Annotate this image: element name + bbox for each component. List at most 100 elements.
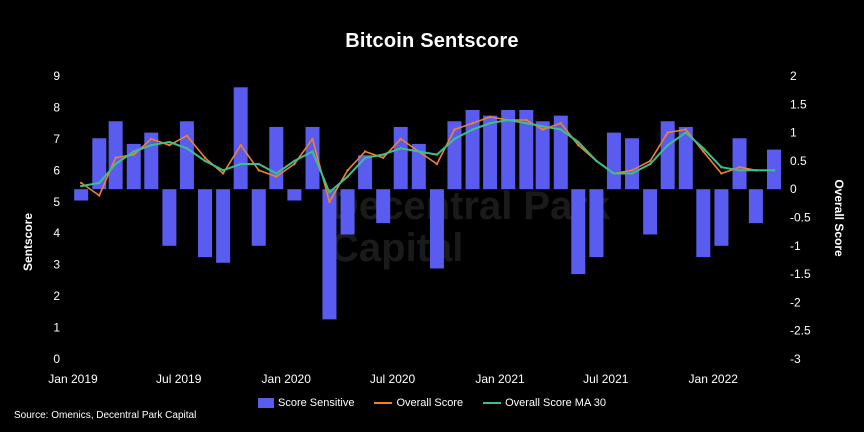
line-point [275,172,278,175]
right-tick-label: 0.5 [790,154,807,168]
right-tick-label: 1.5 [790,97,807,111]
bar [606,132,621,190]
bar [179,121,194,190]
line-point [79,184,83,188]
bar [732,138,747,190]
bar [340,189,355,235]
line-point [399,137,402,141]
legend-item-overall-score-ma30: Overall Score MA 30 [483,397,606,409]
bar [251,189,266,246]
legend-item-overall-score: Overall Score [374,397,463,409]
line-point [328,200,331,203]
line-point [525,121,528,125]
line-point [257,162,260,166]
line-point [702,147,705,150]
line-point [453,137,456,141]
line-point [488,121,492,125]
right-tick-label: -1 [790,239,801,253]
line-point [772,169,776,172]
right-tick-label: -1.5 [790,267,811,281]
left-tick-label: 3 [53,258,60,272]
bar [678,126,693,190]
legend-item-score-sensitive: Score Sensitive [258,397,354,409]
line-point [293,159,296,163]
legend-label-score-sensitive: Score Sensitive [278,397,355,409]
line-point [98,181,101,185]
line-point [98,194,101,197]
right-tick-label: -0.5 [790,211,811,225]
line-point [381,156,385,159]
legend-swatch-overall-score-ma30 [483,402,502,404]
line-point [720,165,723,169]
left-tick-label: 7 [53,132,60,146]
line-point [328,191,331,194]
series-line-overall-score-ma30 [81,119,774,194]
bar [465,109,480,190]
source-note: Source: Omenics, Decentral Park Capital [14,410,197,421]
bar [376,189,391,224]
line-point [630,169,634,172]
line-point [666,143,669,147]
line-point [595,159,598,163]
bar [589,189,604,258]
line-point [541,125,544,128]
bar [198,189,213,258]
x-tick-label: Jan 2019 [48,372,98,386]
bar [92,138,107,190]
line-point [150,143,153,147]
line-point [684,131,687,134]
right-tick-label: -2 [790,295,801,309]
left-axis-ticks: 0 1 2 3 4 5 6 7 8 9 [53,69,60,366]
line-point [417,150,421,153]
line-point [559,121,562,125]
bar [108,121,123,190]
line-point [239,143,242,147]
x-tick-label: Jan 2022 [689,372,739,386]
x-tick-label: Jul 2019 [156,372,202,386]
right-tick-label: 2 [790,69,797,83]
line-point [488,115,492,119]
bar [643,189,658,235]
bar [571,189,586,275]
bar [535,121,550,190]
line-point [221,169,225,172]
line-point [471,121,474,125]
line-point [435,162,439,166]
legend-label-overall-score: Overall Score [396,397,464,409]
line-point [666,131,669,134]
line-point [221,172,225,175]
left-tick-label: 5 [53,195,60,209]
line-point [738,169,741,172]
line-point [363,150,367,153]
line-point [754,169,758,172]
line-point [525,118,528,122]
left-axis-title: Sentscore [21,213,35,271]
chart-title: Bitcoin Sentscore [345,30,519,52]
x-axis-ticks: Jan 2019 Jul 2019 Jan 2020 Jul 2020 Jan 2021… [48,372,738,386]
line-point [293,162,296,166]
line-point [346,175,349,178]
bar [714,189,729,246]
line-point [114,162,117,166]
right-axis-title: Overall Score [832,179,846,257]
line-point [648,162,652,166]
bar [393,126,408,190]
line-point [114,156,117,159]
line-point [738,165,741,169]
right-tick-label: 1 [790,126,797,140]
line-point [185,147,189,150]
bar [447,121,462,190]
line-point [684,128,687,131]
line-point [132,150,135,153]
bar [269,126,284,190]
line-point [346,169,349,172]
bar [358,155,373,190]
line-point [239,162,242,166]
left-tick-label: 4 [53,226,60,240]
line-point [507,118,510,122]
bar [411,143,426,190]
series-line-overall-score [80,116,774,203]
line-point [311,137,314,141]
line-point [311,150,314,153]
